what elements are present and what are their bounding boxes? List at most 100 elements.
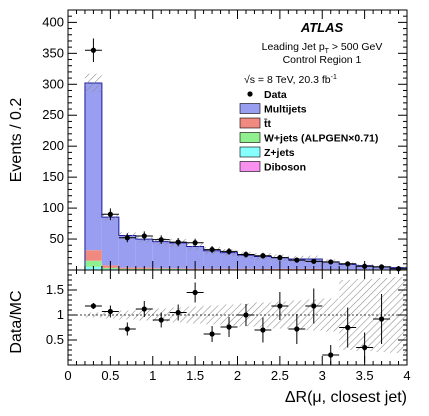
ratio-point-10 <box>260 327 266 333</box>
legend-z-jets-label: Z+jets <box>264 147 295 159</box>
data-point-7 <box>209 246 215 253</box>
stack-bar-multijets-14 <box>322 261 340 270</box>
legend-multijets-swatch <box>239 103 261 114</box>
legend-diboson-swatch <box>239 161 261 172</box>
xtick-label-1: 1 <box>149 368 156 383</box>
main-ytick-label-300: 300 <box>42 76 64 91</box>
xtick-label-3.5: 3.5 <box>356 368 374 383</box>
legend-data-marker <box>247 91 253 97</box>
selection-label: Leading Jet pT > 500 GeV <box>262 41 383 55</box>
stack-bar-multijets-12 <box>288 258 306 269</box>
ratio-point-7 <box>209 331 215 337</box>
ratio-point-11 <box>277 303 283 309</box>
main-ytick-label-250: 250 <box>42 107 64 122</box>
ratio-point-12 <box>294 326 300 332</box>
ratio-uncertainty-6 <box>186 306 204 324</box>
selection-label-tail: > 500 GeV <box>329 41 382 53</box>
xtick-label-3: 3 <box>319 368 326 383</box>
ratio-point-9 <box>243 312 249 318</box>
ratio-point-0 <box>90 303 97 309</box>
data-point-6 <box>192 240 198 246</box>
data-point-0 <box>90 47 97 53</box>
main-ytick-label-50: 50 <box>50 231 64 246</box>
ratio-ytick-label-0.5: 0.5 <box>46 332 64 347</box>
mc-uncertainty-0 <box>84 73 102 93</box>
energy-lumi-main: √s = 8 TeV, 20.3 fb <box>244 74 331 86</box>
ratio-point-14 <box>328 352 334 358</box>
axes-layer: 50 100 150 200 250 300 350 400 0.5 1 1.5 0 0.5 1 1.5 2 2… <box>42 9 411 383</box>
main-ytick-label-350: 350 <box>42 45 64 60</box>
legend: Data Multijets t̄t W+jets (ALPGEN×0.71) Z+je… <box>239 89 378 174</box>
experiment-label: ATLAS <box>300 20 344 35</box>
ratio-point-2 <box>124 326 130 332</box>
ratio-point-15 <box>345 324 351 331</box>
ratio-point-5 <box>175 309 181 316</box>
xtick-label-1.5: 1.5 <box>186 368 204 383</box>
ratio-uncertainty-14 <box>322 298 340 332</box>
legend-data-label: Data <box>264 89 287 101</box>
data-point-9 <box>243 251 249 258</box>
energy-lumi-label: √s = 8 TeV, 20.3 fb-1 <box>244 74 337 86</box>
stack-bar-multijets-7 <box>203 250 221 269</box>
xtick-label-4: 4 <box>403 368 410 383</box>
ratio-ytick-label-1: 1 <box>57 307 64 322</box>
data-point-13 <box>311 258 317 264</box>
data-point-2 <box>124 235 130 241</box>
data-point-11 <box>277 255 283 261</box>
ratio-point-13 <box>311 303 317 309</box>
xtick-label-2.5: 2.5 <box>271 368 289 383</box>
y-axis-label-ratio: Data/MC <box>8 290 25 353</box>
legend-multijets-label: Multijets <box>264 104 307 116</box>
stack-bar-multijets-1 <box>101 217 119 266</box>
main-ytick-label-150: 150 <box>42 169 64 184</box>
stack-bar-multijets-3 <box>135 239 153 268</box>
y-axis-label-main: Events / 0.2 <box>8 98 25 183</box>
x-axis-label: ΔR(μ, closest jet) <box>285 389 407 406</box>
data-point-1 <box>107 211 113 217</box>
stack-bar-multijets-2 <box>118 235 136 268</box>
data-point-15 <box>345 261 351 267</box>
data-point-8 <box>226 248 232 255</box>
legend-diboson-label: Diboson <box>264 162 306 174</box>
legend-w-jets-alpgen-0-71--label: W+jets (ALPGEN×0.71) <box>264 133 378 145</box>
xtick-label-0.5: 0.5 <box>101 368 119 383</box>
stack-bar-multijets-13 <box>305 258 323 269</box>
ratio-point-6 <box>192 289 198 296</box>
xtick-label-2: 2 <box>234 368 241 383</box>
stack-bar-multijets-8 <box>220 252 238 269</box>
main-ytick-label-400: 400 <box>42 14 64 29</box>
ratio-uncertainty-10 <box>254 302 272 328</box>
ratio-point-3 <box>141 306 147 312</box>
energy-lumi-sup: -1 <box>331 74 337 81</box>
data-point-12 <box>294 257 300 263</box>
data-point-10 <box>260 253 266 259</box>
selection-label-main: Leading Jet p <box>262 41 325 53</box>
selection-label-sub: T <box>325 48 330 55</box>
stack-bar-multijets-0 <box>84 83 102 251</box>
data-point-14 <box>328 259 334 265</box>
ratio-point-4 <box>158 317 164 323</box>
ratio-point-8 <box>226 324 232 330</box>
stack-bar-t-t-0 <box>84 250 102 261</box>
ratio-point-1 <box>107 308 113 315</box>
main-ytick-label-200: 200 <box>42 138 64 153</box>
ratio-data-points <box>84 282 391 365</box>
ratio-point-17 <box>378 316 385 322</box>
ratio-ytick-label-1.5: 1.5 <box>46 282 64 297</box>
stack-bar-multijets-5 <box>169 242 187 269</box>
data-point-5 <box>175 239 181 245</box>
data-point-3 <box>141 233 147 239</box>
stack-bar-multijets-6 <box>186 246 204 269</box>
data-point-4 <box>158 237 164 243</box>
region-label: Control Region 1 <box>283 54 362 66</box>
legend-z-jets-swatch <box>239 146 261 158</box>
xtick-label-0: 0 <box>64 368 71 383</box>
main-ytick-label-100: 100 <box>42 200 64 215</box>
legend-t-t-label: t̄t <box>264 118 272 130</box>
ratio-point-16 <box>362 344 368 351</box>
legend-w-jets-alpgen-0-71--swatch <box>239 132 261 143</box>
legend-t-t-swatch <box>239 117 261 129</box>
stack-bar-multijets-4 <box>152 241 170 269</box>
